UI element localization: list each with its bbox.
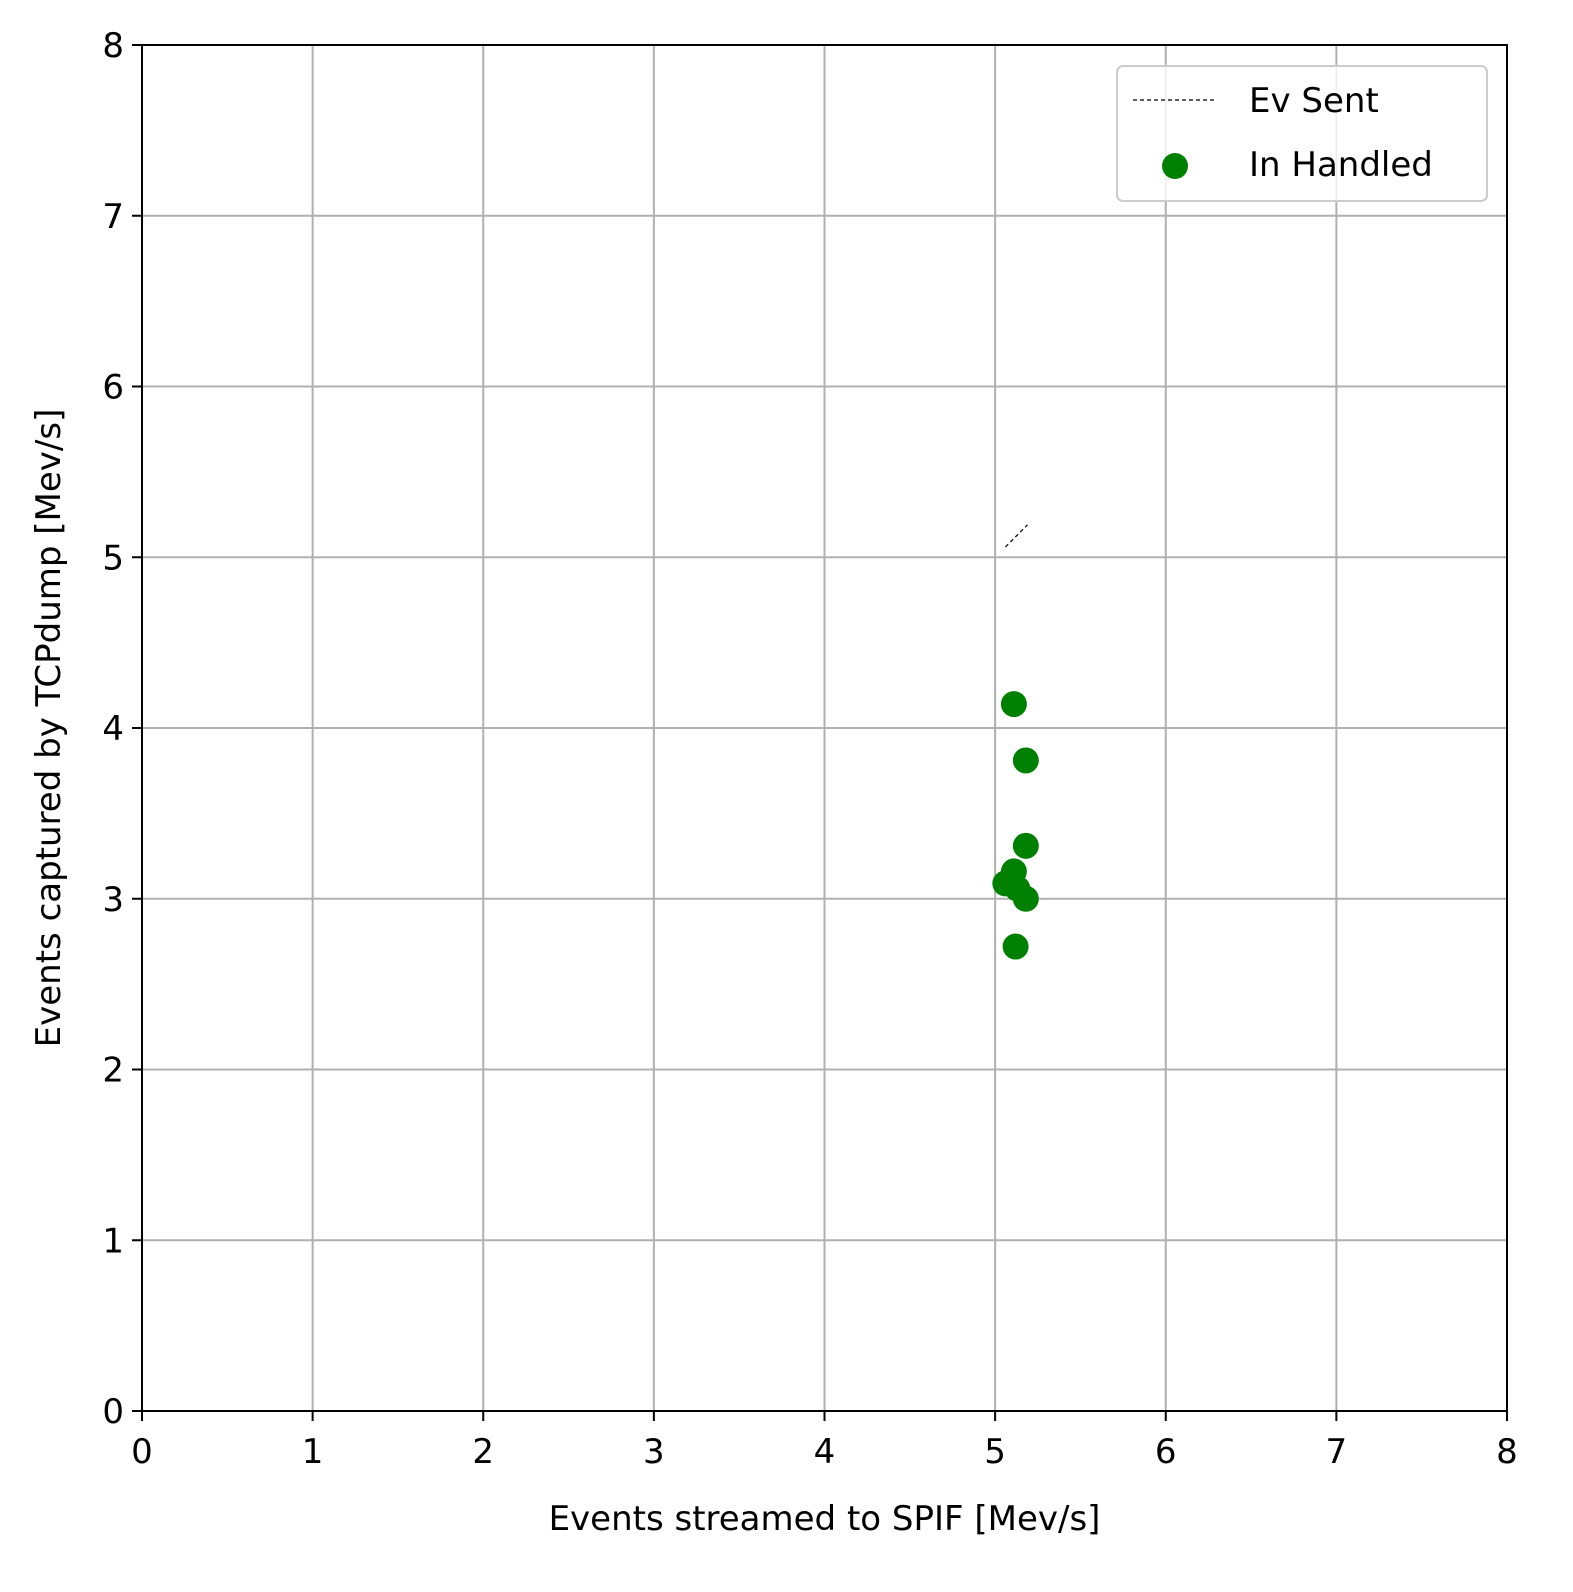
x-tick-label: 5 [984,1432,1006,1472]
x-tick-label: 6 [1155,1432,1177,1472]
y-tick-label: 5 [102,538,124,578]
y-tick-label: 4 [102,709,124,749]
data-point-in-handled [1000,691,1027,718]
x-tick-label: 3 [643,1432,665,1472]
data-point-in-handled [1012,832,1039,859]
data-point-in-handled [1002,933,1029,960]
series-line-ev-sent [1004,524,1028,548]
y-tick-label: 1 [102,1221,124,1261]
y-tick-label: 3 [102,880,124,920]
legend-label-in-handled: In Handled [1249,145,1433,185]
x-axis-label: Events streamed to SPIF [Mev/s] [549,1499,1101,1539]
axis-ticks: 0 1 2 3 4 5 6 7 8 0 1 2 3 4 5 6 7 8 [102,26,1517,1472]
legend: Ev Sent In Handled [1116,65,1488,202]
x-tick-label: 8 [1496,1432,1518,1472]
x-tick-label: 7 [1326,1432,1348,1472]
data-point-in-handled [1012,747,1039,774]
y-tick-label: 7 [102,197,124,237]
grid-lines [141,44,1508,1412]
y-tick-label: 0 [102,1392,124,1432]
y-axis-label: Events captured by TCPdump [Mev/s] [29,409,69,1048]
y-tick-label: 2 [102,1051,124,1091]
legend-box [1116,65,1488,202]
x-tick-label: 1 [302,1432,324,1472]
y-tick-label: 8 [102,26,124,66]
plot-series [992,524,1039,960]
x-tick-label: 2 [472,1432,494,1472]
legend-label-ev-sent: Ev Sent [1249,81,1379,121]
legend-marker-in-handled [1162,153,1188,179]
x-tick-label: 0 [131,1432,153,1472]
data-point-in-handled [1012,885,1039,912]
y-tick-label: 6 [102,368,124,408]
x-tick-label: 4 [814,1432,836,1472]
